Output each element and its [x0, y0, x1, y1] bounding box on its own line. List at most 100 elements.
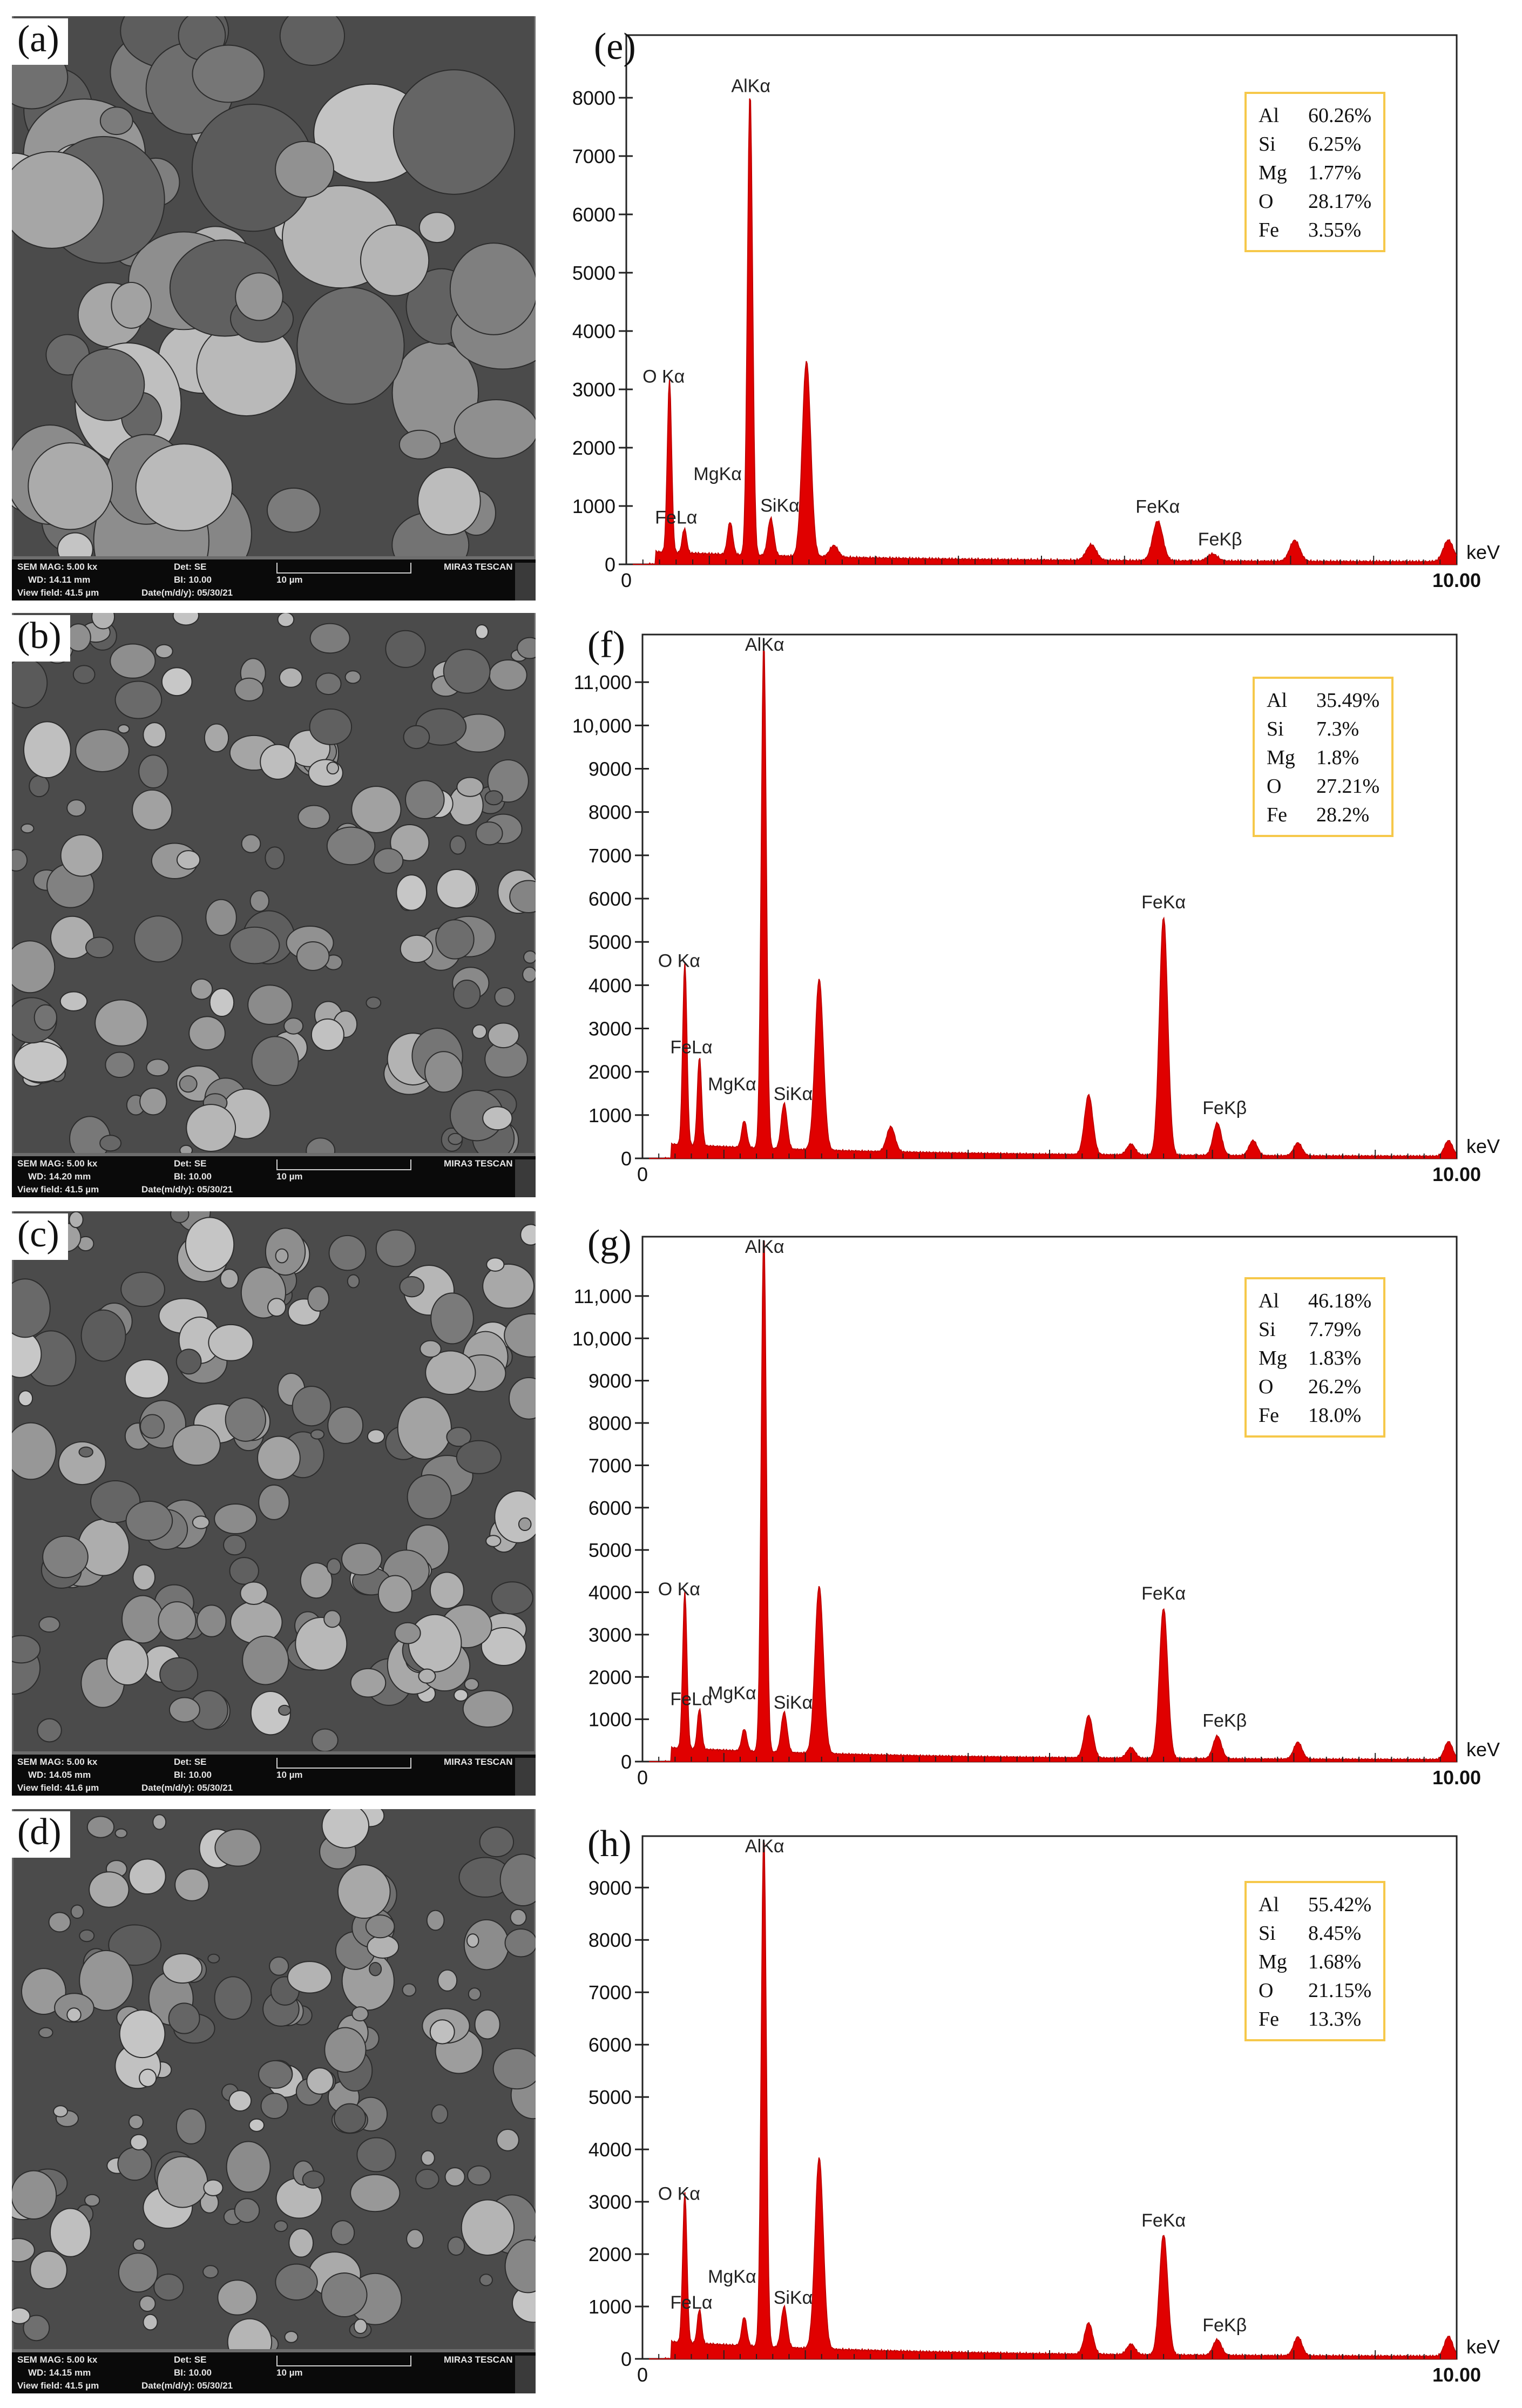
particle [275, 1248, 289, 1264]
particle [128, 1858, 166, 1895]
peak-label: AlKα [745, 1237, 784, 1257]
particle [485, 1535, 502, 1547]
particle [53, 2105, 68, 2117]
particle [108, 1924, 162, 1966]
element-symbol: Fe [1259, 2008, 1279, 2031]
particle [190, 978, 213, 1000]
sem-bi-text: BI: 10.00 [174, 2367, 212, 2378]
particle [309, 708, 353, 745]
particle [394, 1622, 421, 1644]
sem-scale-ruler [276, 1758, 411, 1769]
x-axis-label: keV [1466, 541, 1500, 563]
sem-scale-text: 10 µm [276, 1770, 303, 1780]
particle [398, 429, 441, 460]
particle [334, 2103, 366, 2134]
y-tick-label: 8000 [588, 801, 632, 824]
particle [170, 1211, 190, 1223]
y-tick-label: 6000 [588, 1497, 632, 1519]
particle [176, 850, 201, 870]
composition-row: Si 8.45% [1259, 1919, 1371, 1948]
particle [489, 659, 527, 691]
composition-row: Fe 18.0% [1259, 1401, 1371, 1430]
peak-label: FeKβ [1202, 1711, 1247, 1731]
particle [367, 1934, 400, 1959]
particle [403, 725, 430, 750]
particle [453, 980, 481, 1009]
particle [42, 1535, 89, 1579]
particle [251, 1036, 299, 1087]
y-tick-label: 4000 [572, 320, 615, 342]
sem-brand-text: MIRA3 TESCAN [444, 1757, 513, 1767]
particle [377, 1575, 412, 1613]
element-percent: 18.0% [1308, 1404, 1362, 1427]
particle [406, 2229, 424, 2249]
y-tick-label: 6000 [588, 888, 632, 910]
particle [326, 761, 340, 775]
particle [464, 1678, 479, 1691]
particle [444, 2167, 465, 2187]
particle [449, 242, 536, 335]
particle [120, 1271, 165, 1307]
particle [468, 1987, 482, 2001]
particle [454, 399, 536, 459]
particle [295, 1616, 348, 1671]
sem-viewfield-text: View field: 41.6 µm [17, 1783, 99, 1793]
particle [425, 1350, 476, 1395]
particle [89, 1871, 130, 1908]
particle [38, 2027, 53, 2039]
sem-det-text: Det: SE [174, 2355, 207, 2365]
panel-label: (d) [12, 1811, 70, 1858]
x-tick-label: 10.00 [1432, 1766, 1481, 1789]
particle [128, 2114, 144, 2130]
particle [258, 2060, 293, 2089]
particle [350, 2174, 401, 2213]
particle [139, 1088, 167, 1116]
element-percent: 1.68% [1308, 1951, 1362, 1973]
particle [517, 637, 536, 659]
particle [277, 613, 295, 628]
particle [447, 2236, 465, 2256]
particle [356, 2137, 396, 2173]
element-symbol: Si [1259, 133, 1276, 156]
particle [66, 2007, 82, 2022]
sem-particle-field [12, 613, 536, 1153]
peak-label: MgKα [693, 464, 742, 484]
particle [121, 1595, 164, 1644]
element-symbol: O [1267, 775, 1282, 798]
particle [114, 1828, 128, 1838]
particle [240, 1581, 268, 1606]
particle [375, 1229, 416, 1267]
particle [192, 1515, 210, 1529]
particle [130, 2134, 148, 2151]
particle [486, 1257, 505, 1272]
particle [260, 2093, 289, 2119]
particle [461, 2199, 515, 2256]
peak-label: O Kα [642, 366, 685, 387]
particle [18, 1390, 33, 1407]
peak-label: O Kα [658, 2184, 700, 2204]
particle [197, 1604, 227, 1637]
particle [179, 1075, 198, 1093]
particle [69, 1211, 84, 1229]
particle [110, 643, 156, 679]
particle [91, 613, 116, 630]
particle [99, 106, 133, 136]
particle [518, 1517, 532, 1532]
peak-label: SiKα [774, 1692, 813, 1713]
element-symbol: O [1259, 1375, 1274, 1398]
peak-label: FeKα [1135, 497, 1180, 517]
particle [139, 1414, 165, 1439]
particle [287, 1961, 332, 1994]
particle [400, 934, 434, 963]
element-symbol: Al [1259, 1893, 1279, 1916]
peak-label: O Kα [658, 1579, 700, 1600]
element-symbol: Al [1259, 104, 1279, 127]
y-tick-label: 11,000 [574, 1285, 632, 1307]
sem-info-bar: SEM MAG: 5.00 kx Det: SE MIRA3 TESCAN WD: 1… [12, 559, 536, 601]
sem-bi-text: BI: 10.00 [174, 1770, 212, 1780]
particle [520, 1224, 536, 1246]
particle [217, 2279, 258, 2316]
peak-label: MgKα [708, 1683, 756, 1703]
peak-label: O Kα [658, 950, 700, 971]
particle [321, 1809, 370, 1849]
